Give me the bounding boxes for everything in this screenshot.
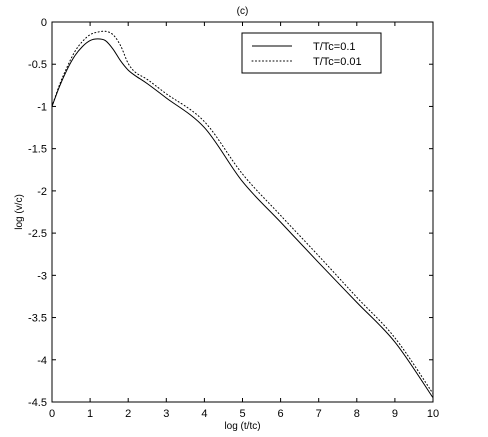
x-tick-label: 2 xyxy=(125,408,131,420)
x-tick-label: 6 xyxy=(278,408,284,420)
x-tick-label: 0 xyxy=(49,408,55,420)
y-tick-label: -1.5 xyxy=(28,144,47,156)
y-tick-label: -0.5 xyxy=(28,59,47,71)
y-tick-label: -3.5 xyxy=(28,313,47,325)
x-tick-label: 1 xyxy=(87,408,93,420)
y-tick-label: -1 xyxy=(37,101,47,113)
x-axis-label: log (t/tc) xyxy=(224,421,260,432)
legend-label-series-2: T/Tc=0.01 xyxy=(313,56,362,68)
x-tick-label: 3 xyxy=(163,408,169,420)
y-tick-label: -2 xyxy=(37,186,47,198)
x-tick-label: 4 xyxy=(201,408,207,420)
chart-title: (c) xyxy=(237,6,249,17)
legend: T/Tc=0.1 T/Tc=0.01 xyxy=(242,33,381,73)
y-tick-label: -4 xyxy=(37,355,47,367)
y-tick-label: 0 xyxy=(41,17,47,29)
y-axis-label: log (v/c) xyxy=(14,194,25,230)
legend-label-series-1: T/Tc=0.1 xyxy=(313,41,356,53)
x-tick-label: 8 xyxy=(354,408,360,420)
y-tick-label: -3 xyxy=(37,270,47,282)
x-tick-label: 7 xyxy=(316,408,322,420)
y-tick-label: -4.5 xyxy=(28,397,47,409)
x-tick-label: 5 xyxy=(239,408,245,420)
x-tick-label: 10 xyxy=(427,408,439,420)
y-tick-label: -2.5 xyxy=(28,228,47,240)
x-tick-label: 9 xyxy=(392,408,398,420)
